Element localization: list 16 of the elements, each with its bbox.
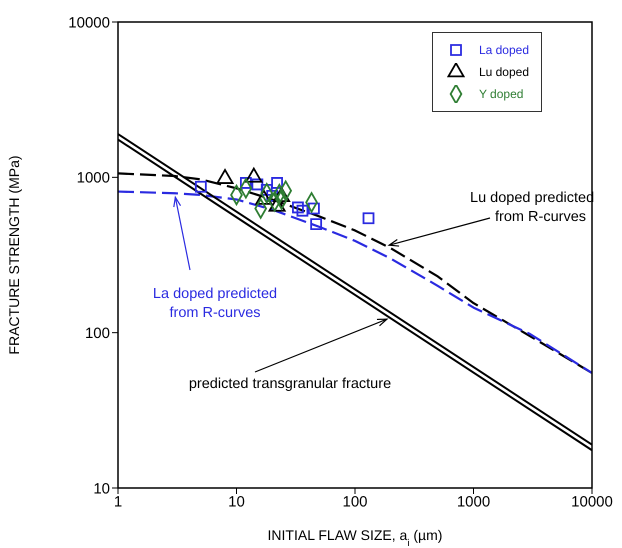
y-tick-label: 100	[84, 324, 110, 342]
y-tick-label: 10	[93, 480, 110, 498]
x-tick-label: 100	[342, 494, 368, 511]
x-tick-label: 1	[114, 494, 122, 511]
y-axis-title: FRACTURE STRENGTH (MPa)	[6, 155, 22, 355]
legend-label: Y doped	[478, 87, 524, 101]
x-tick-label: 1000	[456, 494, 490, 511]
x-tick-label: 10	[228, 494, 245, 511]
x-axis-title: INITIAL FLAW SIZE, a$_{i}$ (µm)	[268, 527, 442, 548]
legend-label: Lu doped	[478, 65, 529, 79]
annotation: La doped predicted from R-curves	[152, 286, 278, 321]
annotation: predicted transgranular fracture	[188, 376, 392, 392]
legend-label: La doped	[478, 43, 529, 57]
y-tick-label: 1000	[76, 170, 110, 187]
x-tick-label: 10000	[571, 494, 613, 511]
y-tick-label: 10000	[68, 14, 110, 32]
